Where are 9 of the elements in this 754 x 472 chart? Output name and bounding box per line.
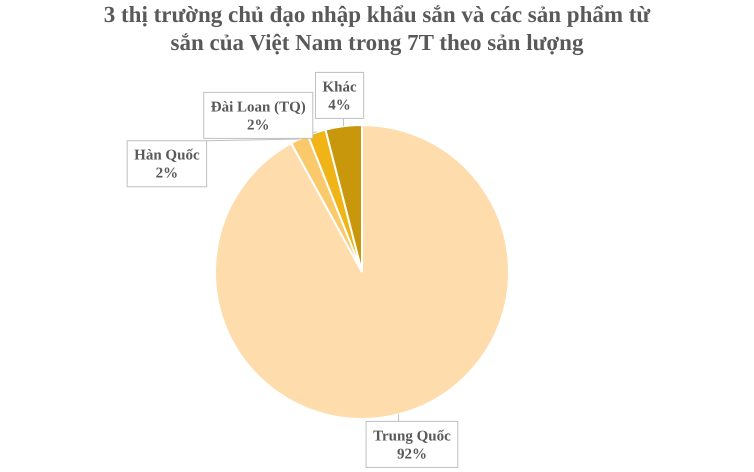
slice-label: Trung Quốc [373, 428, 452, 444]
data-label: 2% [247, 117, 270, 134]
chart-title: 3 thị trường chủ đạo nhập khẩu sắn và các sản phẩm từ sắn của Việt Nam trong 7T theo sản lượng [102, 1, 652, 57]
slice-label: Hàn Quốc [134, 148, 200, 164]
data-label: 92% [396, 446, 427, 462]
slice-label: Đài Loan (TQ) [210, 99, 306, 116]
data-label: 4% [328, 97, 351, 114]
data-label: 2% [156, 166, 178, 182]
slice-label: Khác [322, 79, 357, 96]
